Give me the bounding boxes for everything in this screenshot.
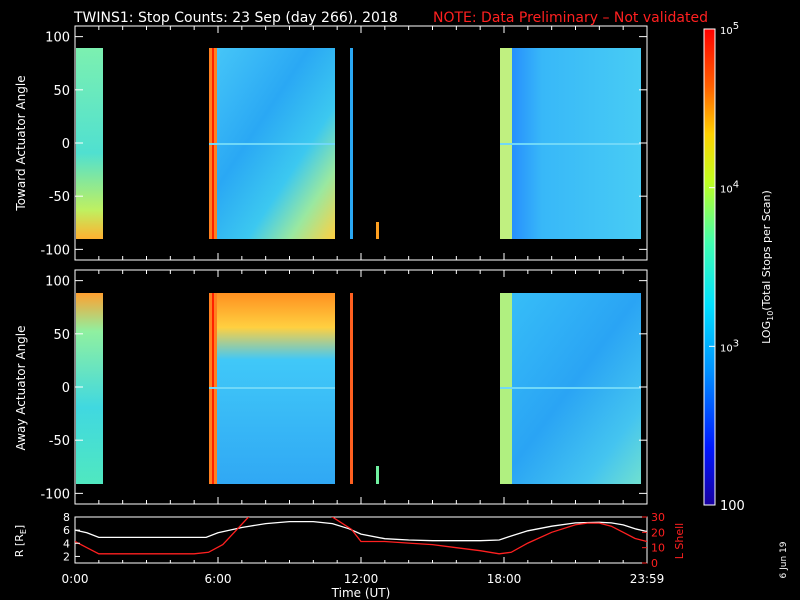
orbit-frame (74, 516, 648, 564)
orbit-ytick-right-label: 0 (651, 557, 658, 570)
radius-line (75, 520, 647, 542)
orbit-ylabel-right: L Shell (673, 523, 686, 559)
bottom-ylabel: Away Actuator Angle (14, 325, 28, 450)
colorbar-label-sub: 10 (766, 311, 775, 321)
top-panel: 100 50 0 -50 -100 Toward Actuator Angle (14, 25, 648, 261)
colorbar: 105 104 103 100 LOG10(Total Stops per Scan) (703, 21, 775, 514)
colorbar-label-prefix: LOG (760, 321, 773, 344)
ytick-label: 50 (53, 84, 70, 99)
top-heatmap (76, 48, 641, 239)
bottom-spike-1 (350, 293, 353, 484)
ytick-label: -50 (49, 434, 70, 449)
colorbar-ticks: 105 104 103 100 (709, 21, 745, 514)
orbit-ytick-right-label: 10 (651, 542, 665, 555)
colorbar-tick-label: 100 (720, 499, 745, 514)
orbit-xtick-label: 12:00 (344, 572, 379, 586)
orbit-ylabel-left-sub: E (19, 529, 28, 534)
x-axis-label: Time (UT) (331, 586, 391, 600)
colorbar-label: LOG10(Total Stops per Scan) (760, 190, 775, 344)
ytick-label: -50 (49, 190, 70, 205)
ytick-label: -100 (40, 243, 70, 258)
top-ylabel: Toward Actuator Angle (14, 75, 28, 211)
colorbar-label-suffix: (Total Stops per Scan) (760, 190, 773, 311)
bottom-block-1 (76, 293, 103, 484)
orbit-ytick-right-label: 30 (651, 511, 665, 524)
ytick-label: 0 (62, 137, 70, 152)
orbit-ylabel-left-suffix: ] (13, 525, 26, 529)
colorbar-tick-label: 103 (720, 338, 739, 354)
top-spike-2 (376, 222, 379, 239)
bottom-panel: 100 50 0 -50 -100 Away Actuator Angle (14, 269, 648, 505)
orbit-xtick-label: 6:00 (205, 572, 232, 586)
bottom-spike-2 (376, 466, 379, 484)
lshell-line (75, 517, 647, 555)
orbit-ytick-left-label: 2 (63, 550, 70, 563)
ytick-label: 100 (45, 31, 70, 46)
orbit-ytick-left-label: 4 (63, 537, 70, 550)
bottom-y-axis: 100 50 0 -50 -100 (40, 270, 648, 504)
colorbar-tick-label: 105 (720, 21, 739, 37)
preliminary-note: NOTE: Data Preliminary – Not validated (433, 10, 708, 26)
bottom-heatmap (76, 293, 641, 484)
orbit-ytick-left-label: 6 (63, 524, 70, 537)
orbit-xtick-label: 23:59 (630, 572, 665, 586)
orbit-xtick-label: 18:00 (487, 572, 522, 586)
ytick-label: 100 (45, 275, 70, 290)
date-stamp: 6 Jun 19 (779, 541, 789, 578)
ytick-label: 50 (53, 328, 70, 343)
orbit-ylabel-left-prefix: R [R (13, 534, 26, 557)
colorbar-tick-label: 104 (720, 180, 739, 196)
orbit-lines (75, 517, 647, 555)
chart-title: TWINS1: Stop Counts: 23 Sep (day 266), 2… (73, 10, 398, 26)
orbit-ytick-left-label: 8 (63, 511, 70, 524)
orbit-ytick-right-label: 20 (651, 526, 665, 539)
top-spike-1 (350, 48, 353, 239)
colorbar-scale (703, 28, 716, 506)
ytick-label: -100 (40, 487, 70, 502)
ytick-label: 0 (62, 381, 70, 396)
orbit-xtick-label: 0:00 (62, 572, 89, 586)
top-y-axis: 100 50 0 -50 -100 (40, 26, 648, 260)
orbit-ylabel-left: R [RE] (13, 525, 28, 557)
